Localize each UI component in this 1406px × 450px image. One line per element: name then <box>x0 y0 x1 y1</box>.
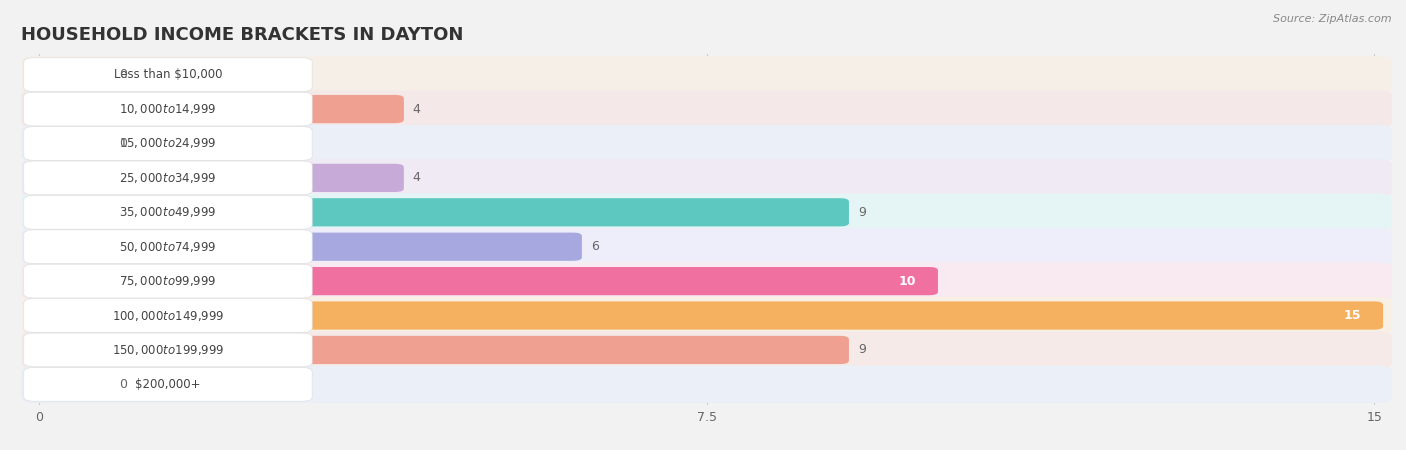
FancyBboxPatch shape <box>24 58 312 91</box>
Text: Less than $10,000: Less than $10,000 <box>114 68 222 81</box>
Text: $100,000 to $149,999: $100,000 to $149,999 <box>111 309 224 323</box>
FancyBboxPatch shape <box>24 230 312 264</box>
FancyBboxPatch shape <box>25 95 404 123</box>
FancyBboxPatch shape <box>25 302 1384 330</box>
Text: 6: 6 <box>591 240 599 253</box>
FancyBboxPatch shape <box>24 264 312 298</box>
FancyBboxPatch shape <box>25 61 101 89</box>
FancyBboxPatch shape <box>25 129 101 157</box>
FancyBboxPatch shape <box>24 299 312 333</box>
Text: $75,000 to $99,999: $75,000 to $99,999 <box>120 274 217 288</box>
FancyBboxPatch shape <box>21 366 1392 403</box>
Text: 4: 4 <box>413 103 420 116</box>
FancyBboxPatch shape <box>21 228 1392 266</box>
FancyBboxPatch shape <box>25 164 404 192</box>
FancyBboxPatch shape <box>24 195 312 229</box>
FancyBboxPatch shape <box>21 262 1392 300</box>
Text: $200,000+: $200,000+ <box>135 378 201 391</box>
Text: 0: 0 <box>120 378 127 391</box>
FancyBboxPatch shape <box>25 336 849 364</box>
FancyBboxPatch shape <box>25 267 938 295</box>
Text: Source: ZipAtlas.com: Source: ZipAtlas.com <box>1274 14 1392 23</box>
Text: $10,000 to $14,999: $10,000 to $14,999 <box>120 102 217 116</box>
FancyBboxPatch shape <box>24 126 312 160</box>
Text: 9: 9 <box>858 343 866 356</box>
FancyBboxPatch shape <box>24 368 312 401</box>
Text: $150,000 to $199,999: $150,000 to $199,999 <box>111 343 224 357</box>
Text: $50,000 to $74,999: $50,000 to $74,999 <box>120 240 217 254</box>
Text: 15: 15 <box>1343 309 1361 322</box>
FancyBboxPatch shape <box>21 159 1392 197</box>
Text: 0: 0 <box>120 68 127 81</box>
Text: 4: 4 <box>413 171 420 184</box>
FancyBboxPatch shape <box>24 161 312 195</box>
FancyBboxPatch shape <box>21 90 1392 128</box>
FancyBboxPatch shape <box>21 297 1392 334</box>
FancyBboxPatch shape <box>25 370 101 398</box>
FancyBboxPatch shape <box>21 194 1392 231</box>
FancyBboxPatch shape <box>24 92 312 126</box>
FancyBboxPatch shape <box>25 198 849 226</box>
Text: 0: 0 <box>120 137 127 150</box>
FancyBboxPatch shape <box>25 233 582 261</box>
Text: 10: 10 <box>898 274 915 288</box>
Text: HOUSEHOLD INCOME BRACKETS IN DAYTON: HOUSEHOLD INCOME BRACKETS IN DAYTON <box>21 26 464 44</box>
Text: $25,000 to $34,999: $25,000 to $34,999 <box>120 171 217 185</box>
FancyBboxPatch shape <box>24 333 312 367</box>
FancyBboxPatch shape <box>21 56 1392 93</box>
Text: 9: 9 <box>858 206 866 219</box>
FancyBboxPatch shape <box>21 331 1392 369</box>
Text: $35,000 to $49,999: $35,000 to $49,999 <box>120 205 217 219</box>
FancyBboxPatch shape <box>21 125 1392 162</box>
Text: $15,000 to $24,999: $15,000 to $24,999 <box>120 136 217 150</box>
